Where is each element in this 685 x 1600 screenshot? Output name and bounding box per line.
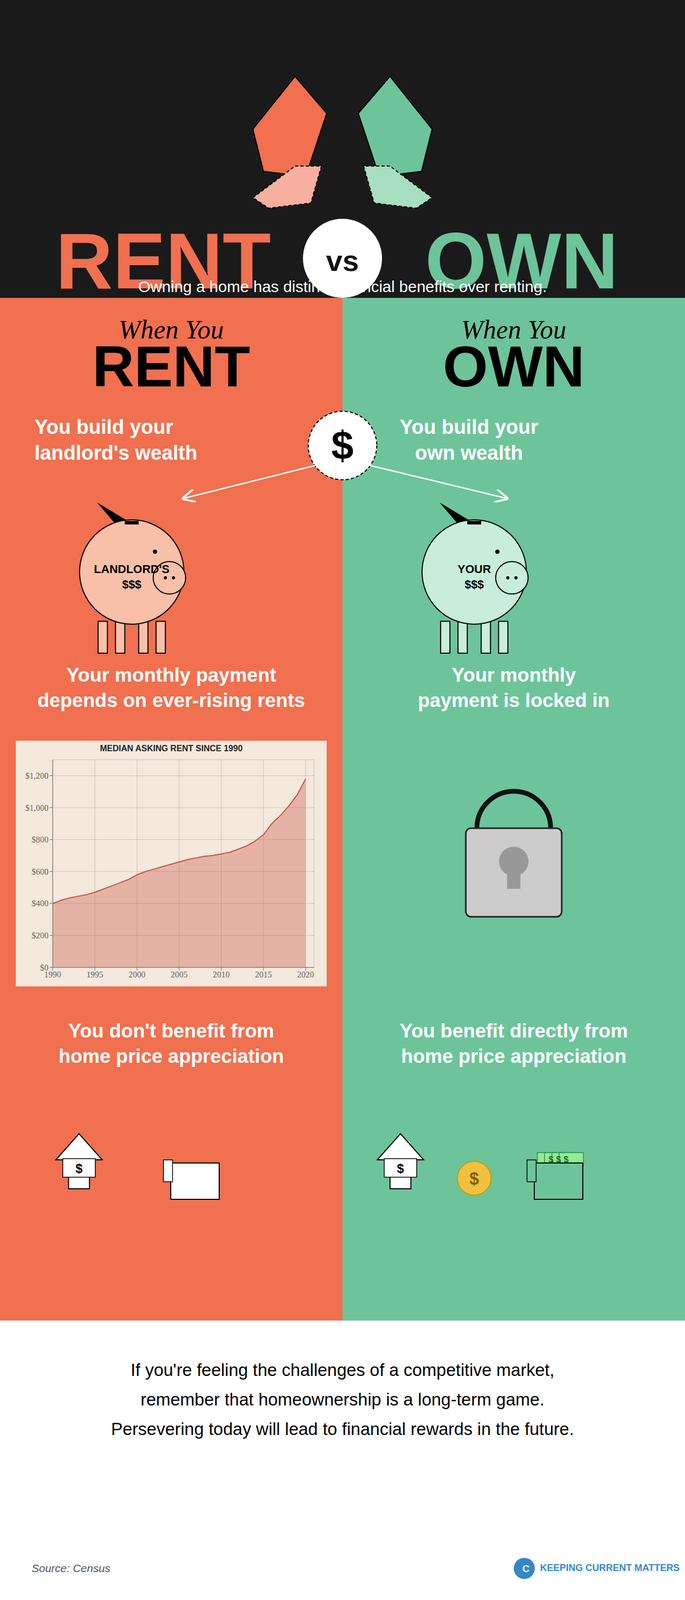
html-text:When You: When You — [461, 314, 567, 344]
svg-text:2010: 2010 — [212, 969, 230, 979]
html-text:KEEPING CURRENT MATTERS: KEEPING CURRENT MATTERS — [540, 1561, 680, 1573]
html-text:RENT: RENT — [92, 333, 251, 399]
svg-text:2000: 2000 — [128, 969, 146, 979]
html-text:You don't benefit from home pr: You don't benefit from home price apprec… — [58, 1019, 284, 1067]
svg-text:$0: $0 — [40, 962, 49, 972]
html-text:When You: When You — [118, 314, 224, 344]
html-text:OWN: OWN — [442, 333, 585, 399]
html-text:Your monthly payment is locked: Your monthly payment is locked in — [417, 663, 610, 711]
svg-text:$1,200: $1,200 — [25, 770, 49, 780]
html-text:C: C — [522, 1562, 530, 1574]
html-text:Your monthly payment depends o: Your monthly payment depends on ever-ris… — [37, 663, 306, 711]
html-text:Owning a home has distinct fin: Owning a home has distinct financial ben… — [138, 277, 547, 295]
html-text:MEDIAN ASKING RENT SINCE 1990: MEDIAN ASKING RENT SINCE 1990 — [99, 743, 243, 753]
svg-text:$800: $800 — [31, 834, 49, 844]
svg-text:$1,000: $1,000 — [25, 803, 49, 812]
html-text:YOUR $$$: YOUR $$$ — [457, 562, 491, 591]
html-text:You build your landlord's weal: You build your landlord's wealth — [34, 415, 198, 464]
html-text:vs: vs — [326, 243, 359, 278]
svg-text:1990: 1990 — [44, 969, 62, 979]
svg-text:2015: 2015 — [255, 969, 272, 979]
html-text:You benefit directly from home: You benefit directly from home price app… — [399, 1019, 628, 1067]
html-text:Source: Census: Source: Census — [31, 1561, 111, 1574]
svg-text:2005: 2005 — [170, 969, 188, 979]
html-text:RENT: RENT — [55, 216, 271, 306]
html-text:You build your own wealth: You build your own wealth — [399, 415, 539, 464]
html-text:OWN: OWN — [425, 216, 619, 306]
svg-text:$200: $200 — [31, 930, 49, 940]
html-text:LANDLORD'S $$$: LANDLORD'S $$$ — [93, 562, 170, 591]
svg-text:1995: 1995 — [86, 969, 104, 979]
svg-text:$600: $600 — [31, 866, 49, 876]
svg-text:$400: $400 — [31, 898, 49, 908]
html-text:If you're feeling the challeng: If you're feeling the challenges of a co… — [111, 1359, 574, 1438]
svg-text:2020: 2020 — [297, 969, 315, 979]
